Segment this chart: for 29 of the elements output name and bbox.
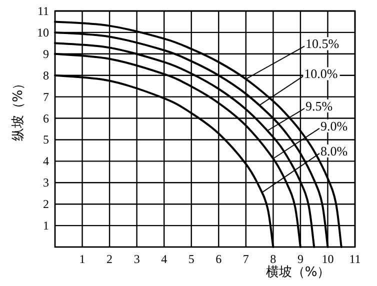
annotation: 8.0% — [320, 143, 348, 158]
x-tick-label: 8 — [270, 252, 276, 266]
x-tick-label: 7 — [242, 252, 249, 266]
annotation: 10.5% — [306, 36, 340, 52]
x-tick-label: 10 — [322, 252, 334, 266]
x-tick-label: 9 — [297, 252, 304, 266]
x-tick-label: 1 — [79, 252, 86, 266]
x-tick-label: 2 — [106, 252, 113, 266]
x-tick-label: 11 — [349, 252, 361, 266]
y-tick-label: 4 — [43, 154, 49, 168]
y-tick-label: 8 — [43, 68, 49, 82]
y-axis-title: 纵坡（%） — [11, 76, 26, 142]
y-tick-label: 10 — [37, 25, 49, 40]
y-tick-label: 6 — [43, 111, 49, 126]
y-tick-label: 5 — [43, 132, 49, 147]
y-tick-label: 9 — [43, 46, 49, 61]
x-tick-label: 6 — [216, 252, 222, 266]
x-tick-label: 4 — [161, 252, 168, 266]
x-tick-label: 3 — [134, 252, 140, 266]
y-tick-label: 11 — [37, 4, 49, 18]
y-tick-label: 7 — [43, 90, 49, 104]
annotation: 10.0% — [304, 66, 338, 82]
annotation: 9.5% — [306, 98, 333, 114]
x-tick-label: 5 — [188, 252, 194, 266]
y-tick-label: 2 — [43, 197, 49, 212]
annotation: 9.0% — [320, 118, 348, 134]
y-tick-label: 3 — [43, 176, 49, 190]
x-axis-title: 横坡（%） — [266, 265, 330, 280]
y-tick-label: 1 — [43, 218, 49, 233]
